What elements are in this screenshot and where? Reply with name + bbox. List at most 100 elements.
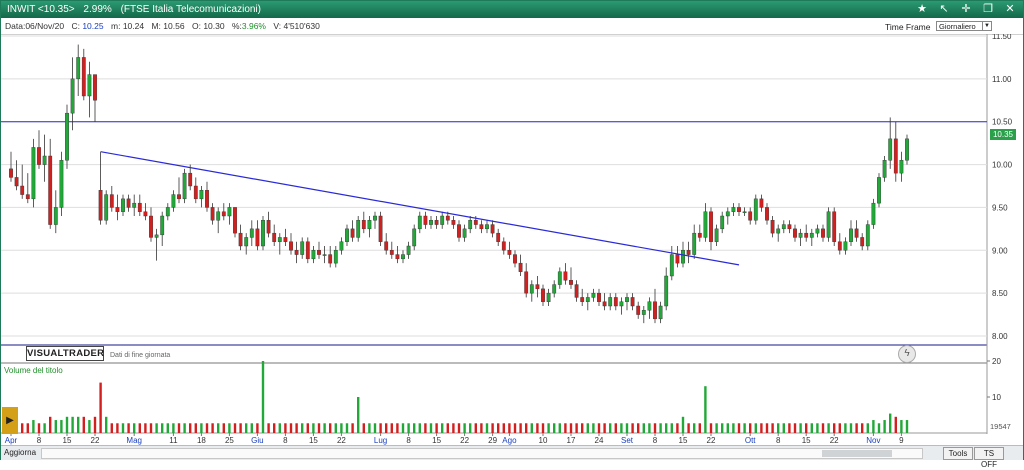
candle-body <box>182 172 187 200</box>
scrollbar-thumb[interactable] <box>822 450 892 457</box>
price-chart[interactable]: 11.50 11.00 10.50 10.00 9.50 9.00 8.50 8.00 20 10… <box>1 34 1022 445</box>
candle-body <box>457 224 461 238</box>
candle-body <box>832 211 837 242</box>
star-icon[interactable]: ★ <box>917 3 927 15</box>
candle-body <box>311 250 316 260</box>
candle-body <box>221 211 226 217</box>
volume-bar <box>323 423 326 433</box>
candle-body <box>765 207 769 221</box>
lightning-icon[interactable]: ϟ <box>898 345 916 363</box>
volume-bar <box>144 423 147 433</box>
volume-bar <box>553 423 556 433</box>
volume-bar <box>166 423 169 433</box>
volume-bar <box>99 382 102 433</box>
candle-body <box>787 224 792 230</box>
vol-label: V: <box>273 21 282 31</box>
volume-bar <box>228 423 231 433</box>
timeframe-select[interactable]: Giornaliero ▼ <box>936 21 992 31</box>
candle-body <box>731 207 736 212</box>
volume-bar <box>715 423 718 433</box>
candle-body <box>59 160 64 208</box>
volume-bar <box>222 423 225 433</box>
candle-body <box>815 228 820 234</box>
expand-arrow-icon[interactable]: ▶ <box>2 407 18 434</box>
volume-bar <box>777 423 780 433</box>
volume-bar <box>894 416 897 433</box>
volume-bar <box>709 423 713 433</box>
candle-body <box>233 207 237 234</box>
bottom-bar: Aggiorna Tools TS OFF <box>1 445 1023 469</box>
title-bar-icons: ★ ↖ ✛ ❐ ✕ <box>915 2 1017 16</box>
candle-body <box>546 292 551 302</box>
volume-bar <box>536 423 539 433</box>
pct-label: %: <box>231 21 242 31</box>
x-tick-label: 17 <box>567 436 576 445</box>
volume-bar <box>693 423 696 433</box>
candle-body <box>378 215 383 242</box>
candle-body <box>479 224 484 230</box>
volume-bar <box>485 423 489 433</box>
candle-body <box>65 112 69 161</box>
candle-body <box>328 254 333 264</box>
candle-body <box>529 284 534 294</box>
ohlc-readout: Data:06/Nov/20 C: 10.25 m: 10.24 M: 10.5… <box>5 21 325 31</box>
horizontal-scrollbar[interactable] <box>41 448 923 459</box>
candle-body <box>20 185 25 195</box>
volume-bar <box>491 423 494 433</box>
candle-body <box>893 138 898 174</box>
crosshair-icon[interactable]: ✛ <box>961 3 971 15</box>
candle-body <box>300 241 305 255</box>
candle-body <box>53 207 58 225</box>
volume-bar <box>418 423 421 433</box>
tools-button[interactable]: Tools <box>943 447 973 460</box>
restore-icon[interactable]: ❐ <box>983 3 993 15</box>
candle-body <box>121 198 125 212</box>
candle-body <box>165 207 170 217</box>
candle-body <box>406 245 411 255</box>
volume-tick-label: 10 <box>992 393 1001 402</box>
close-icon[interactable]: ✕ <box>1005 3 1015 15</box>
candle-body <box>485 224 489 230</box>
candle-body <box>636 305 641 315</box>
volume-bar <box>793 423 797 433</box>
candle-body <box>692 232 697 255</box>
candle-body <box>249 228 254 238</box>
candle-body <box>804 232 809 238</box>
y-tick-label: 11.00 <box>992 75 1012 84</box>
volume-bar <box>547 423 550 433</box>
chevron-down-icon[interactable]: ▼ <box>982 22 991 30</box>
x-tick-label: Ott <box>745 436 756 445</box>
candle-body <box>597 292 601 302</box>
candle-body <box>776 228 781 234</box>
candle-body <box>339 241 344 251</box>
volume-bar <box>603 423 606 433</box>
x-tick-label: 15 <box>679 436 688 445</box>
change-label: 2.99% <box>83 4 112 15</box>
max-value: 10.56 <box>163 21 185 31</box>
window-title: INWIT <10.35> 2.99% (FTSE Italia Telecom… <box>7 4 267 15</box>
candle-body <box>602 301 607 307</box>
candle-body <box>171 194 176 208</box>
info-bar: Data:06/Nov/20 C: 10.25 m: 10.24 M: 10.5… <box>1 19 1023 35</box>
volume-bar <box>653 423 657 433</box>
candle-body <box>283 237 288 242</box>
volume-bar <box>32 420 35 433</box>
visualtrader-logo: VISUALTRADER <box>26 346 105 361</box>
ts-off-button[interactable]: TS OFF <box>974 447 1004 469</box>
pointer-icon[interactable]: ↖ <box>939 3 949 15</box>
x-tick-label: 15 <box>309 436 318 445</box>
candle-body <box>563 271 568 281</box>
volume-bar <box>49 416 52 433</box>
volume-bar <box>396 423 399 433</box>
x-tick-label: 15 <box>432 436 441 445</box>
update-button[interactable]: Aggiorna <box>4 448 37 457</box>
open-value: 10.30 <box>203 21 225 31</box>
volume-bar <box>60 420 63 433</box>
volume-bar <box>407 423 410 433</box>
x-tick-label: 22 <box>707 436 716 445</box>
candle-body <box>501 241 506 251</box>
volume-bar <box>821 423 825 433</box>
volume-title: Volume del titolo <box>4 366 63 375</box>
candle-body <box>333 250 338 264</box>
volume-bar <box>194 423 197 433</box>
